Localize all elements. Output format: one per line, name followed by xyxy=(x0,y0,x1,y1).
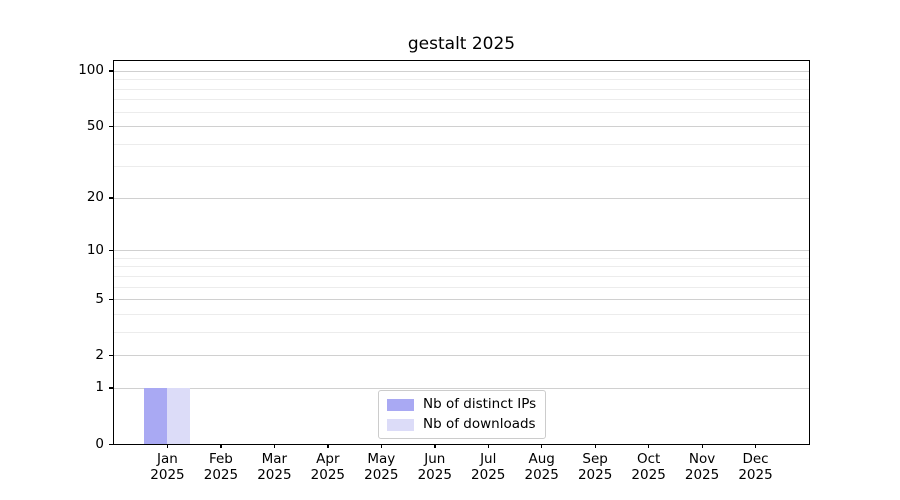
x-axis-tick xyxy=(648,444,650,448)
x-axis-tick xyxy=(701,444,703,448)
y-tick-label: 0 xyxy=(95,435,104,452)
x-axis-tick xyxy=(487,444,490,448)
gridline-minor xyxy=(114,111,809,113)
legend-swatch-downloads xyxy=(387,418,414,431)
x-axis-tick xyxy=(434,444,436,448)
y-tick-label: 100 xyxy=(78,62,104,79)
plot-area xyxy=(109,60,810,448)
x-tick-label: Jan 2025 xyxy=(150,451,185,483)
y-axis-tick xyxy=(109,443,113,445)
y-axis-tick xyxy=(109,354,113,356)
bar-nb-of-downloads xyxy=(167,387,191,444)
x-tick-label: Dec 2025 xyxy=(738,451,773,483)
legend-item: Nb of downloads xyxy=(387,417,536,432)
legend-swatch-distinct-ips xyxy=(387,398,414,411)
x-axis-tick xyxy=(220,444,222,448)
x-tick-label: Apr 2025 xyxy=(310,451,346,483)
x-axis-tick xyxy=(273,444,276,448)
gridline-minor xyxy=(114,257,809,259)
gridline-minor xyxy=(114,79,809,81)
gridline-minor xyxy=(114,166,809,168)
y-tick-label: 5 xyxy=(95,290,104,307)
y-axis-tick xyxy=(109,298,113,300)
legend-item: Nb of distinct IPs xyxy=(387,397,536,412)
gridline-minor xyxy=(114,266,809,268)
gridline-major xyxy=(114,355,809,357)
x-tick-label: May 2025 xyxy=(364,451,399,483)
legend-label: Nb of distinct IPs xyxy=(423,396,537,412)
gridline-minor xyxy=(114,275,809,277)
gridline-major xyxy=(114,197,809,199)
gridline-major xyxy=(114,250,809,252)
gridline-minor xyxy=(114,286,809,288)
x-axis-tick xyxy=(327,444,329,448)
chart-title: gestalt 2025 xyxy=(407,34,516,54)
legend-label: Nb of downloads xyxy=(423,416,536,432)
y-tick-label: 50 xyxy=(86,117,104,134)
x-axis-tick xyxy=(166,444,169,448)
y-axis-tick xyxy=(109,70,113,72)
y-tick-label: 20 xyxy=(86,189,104,206)
bar-nb-of-distinct-ips xyxy=(144,387,168,444)
y-tick-label: 1 xyxy=(95,379,104,396)
y-axis-tick xyxy=(109,125,113,127)
x-axis-tick xyxy=(755,444,757,448)
y-tick-label: 2 xyxy=(95,346,104,363)
gridline-minor xyxy=(114,88,809,90)
gridline-minor xyxy=(114,313,809,315)
x-tick-label: Oct 2025 xyxy=(631,451,666,483)
x-tick-label: Feb 2025 xyxy=(203,451,239,483)
x-axis-tick xyxy=(541,444,543,448)
gridline-major xyxy=(114,387,809,389)
y-axis-tick xyxy=(109,197,113,199)
x-tick-label: Jul 2025 xyxy=(471,451,506,483)
y-axis-tick xyxy=(109,387,113,389)
y-axis-tick xyxy=(109,249,113,251)
gridline-major xyxy=(114,70,809,72)
gridline-minor xyxy=(114,331,809,333)
gridline-major xyxy=(114,299,809,301)
x-tick-label: Aug 2025 xyxy=(524,451,559,483)
gridline-minor xyxy=(114,143,809,145)
gridline-major xyxy=(114,126,809,128)
x-axis-tick xyxy=(594,444,596,448)
x-tick-label: Mar 2025 xyxy=(257,451,292,483)
x-tick-label: Sep 2025 xyxy=(577,451,613,483)
legend: Nb of distinct IPs Nb of downloads xyxy=(378,390,547,439)
y-tick-label: 10 xyxy=(86,241,104,258)
x-axis-tick xyxy=(380,444,383,448)
x-tick-label: Nov 2025 xyxy=(684,451,720,483)
x-tick-label: Jun 2025 xyxy=(417,451,452,483)
gridline-minor xyxy=(114,99,809,101)
